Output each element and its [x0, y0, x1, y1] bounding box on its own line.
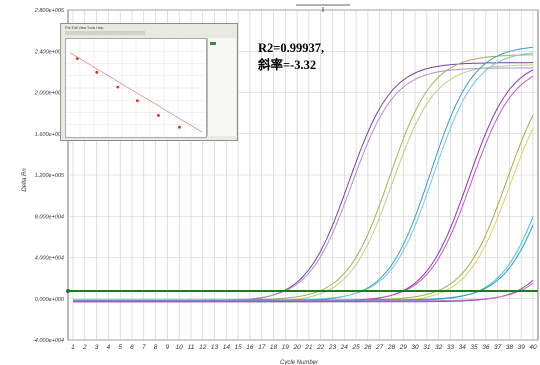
y-tick-label: 1.600e+005 — [35, 132, 65, 138]
inset-svg — [66, 39, 206, 137]
x-tick-label: 35 — [470, 344, 478, 351]
inset-data-point — [157, 114, 160, 117]
x-axis-title: Cycle Number — [280, 360, 319, 365]
inset-data-point — [178, 125, 181, 129]
inset-menu-bar: File Edit View Tools Help — [65, 26, 104, 30]
x-tick-label: 7 — [142, 344, 146, 351]
x-tick-label: 23 — [328, 344, 337, 351]
x-tick-label: 28 — [387, 344, 396, 351]
x-tick-label: 18 — [270, 344, 278, 351]
x-tick-label: 4 — [107, 344, 111, 351]
slope-label: 斜率=-3.32 — [258, 58, 317, 72]
x-tick-label: 9 — [166, 344, 170, 351]
x-tick-label: 3 — [95, 344, 99, 351]
x-tick-label: 2 — [82, 344, 87, 351]
y-axis-title: Delta Rn — [22, 168, 28, 192]
x-tick-label: 1 — [71, 344, 75, 351]
inset-fit-line — [69, 52, 203, 133]
x-tick-label: 33 — [447, 344, 455, 351]
regression-annotation: R2=0.99937, 斜率=-3.32 — [258, 40, 324, 74]
x-tick-label: 20 — [292, 344, 301, 351]
x-tick-label: 26 — [363, 344, 372, 351]
y-tick-label: 2.000e+005 — [34, 91, 65, 97]
x-tick-label: 17 — [258, 344, 266, 351]
x-tick-label: 21 — [304, 344, 313, 351]
y-tick-label: 2.800e+005 — [34, 8, 65, 14]
inset-data-point — [136, 99, 139, 103]
y-tick-label: 8.000e+004 — [35, 214, 64, 220]
amplification-curve — [73, 282, 534, 302]
x-tick-label: 30 — [411, 344, 419, 351]
x-tick-label: 22 — [316, 344, 325, 351]
y-tick-label: -4.000e+004 — [33, 338, 64, 344]
inset-legend-badge — [210, 42, 216, 45]
inset-data-point — [95, 70, 99, 74]
x-tick-label: 25 — [351, 344, 360, 351]
inset-toolbar — [65, 31, 145, 35]
inset-side-panel — [207, 38, 236, 136]
inset-plot-area — [65, 38, 207, 138]
x-tick-label: 10 — [176, 344, 184, 351]
inset-data-point — [75, 57, 79, 60]
x-tick-label: 24 — [340, 344, 349, 351]
x-tick-label: 15 — [235, 344, 243, 351]
x-tick-label: 16 — [246, 344, 254, 351]
x-tick-label: 5 — [118, 344, 122, 351]
x-tick-label: 32 — [435, 344, 443, 351]
x-tick-label: 39 — [518, 344, 526, 351]
x-tick-label: 14 — [223, 344, 231, 351]
x-tick-label: 29 — [399, 344, 408, 351]
x-tick-label: 40 — [529, 344, 537, 351]
x-tick-label: 12 — [199, 344, 207, 351]
y-tick-label: 0.000e+000 — [35, 297, 65, 303]
inset-data-point — [116, 85, 120, 89]
x-tick-label: 27 — [375, 344, 384, 351]
x-tick-label: 34 — [459, 344, 467, 351]
y-tick-label: 2.400e+005 — [34, 49, 65, 55]
y-tick-label: 1.200e+005 — [35, 173, 65, 179]
standard-curve-inset: File Edit View Tools Help — [60, 23, 238, 141]
x-tick-label: 11 — [188, 344, 195, 351]
x-tick-label: 31 — [423, 344, 431, 351]
x-tick-label: 13 — [211, 344, 219, 351]
y-tick-label: 4.000e+004 — [35, 256, 64, 262]
r-squared-label: R2=0.99937, — [258, 41, 325, 55]
x-tick-label: 19 — [282, 344, 290, 351]
x-tick-label: 36 — [482, 344, 490, 351]
threshold-marker — [66, 289, 70, 294]
x-tick-label: 8 — [154, 344, 158, 351]
x-tick-label: 37 — [494, 344, 502, 351]
amplification-curve — [73, 224, 534, 301]
x-tick-label: 6 — [130, 344, 134, 351]
amplification-curve — [73, 279, 534, 303]
x-tick-label: 38 — [506, 344, 514, 351]
